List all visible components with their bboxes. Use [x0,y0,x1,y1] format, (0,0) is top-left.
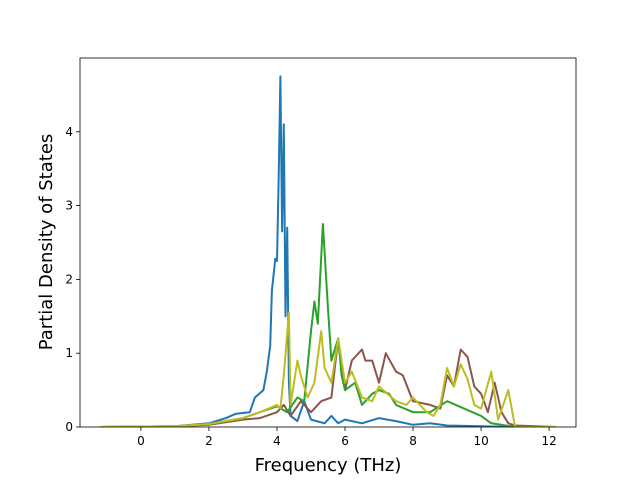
x-tick-label: 2 [205,434,213,448]
y-tick-label: 0 [65,420,73,434]
x-tick-label: 8 [409,434,417,448]
y-tick-label: 3 [65,199,73,213]
axes-frame [79,57,577,428]
x-tick-label: 6 [341,434,349,448]
x-tick-label: 0 [137,434,145,448]
x-axis-label: Frequency (THz) [255,455,402,476]
pdos-line-1 [100,75,556,427]
pdos-line-4 [100,311,556,427]
y-axis-label: Partial Density of States [36,134,57,351]
x-tick-label: 10 [473,434,488,448]
x-tick-label: 12 [541,434,556,448]
y-tick-label: 4 [65,125,73,139]
y-axis-ticks: 0 1 2 3 4 [65,125,80,434]
pdos-line-2 [100,337,556,427]
plot-area [100,75,556,427]
x-axis-ticks: 0 2 4 6 8 10 12 [137,427,557,448]
x-tick-label: 4 [273,434,281,448]
y-tick-label: 1 [65,346,73,360]
y-tick-label: 2 [65,272,73,286]
